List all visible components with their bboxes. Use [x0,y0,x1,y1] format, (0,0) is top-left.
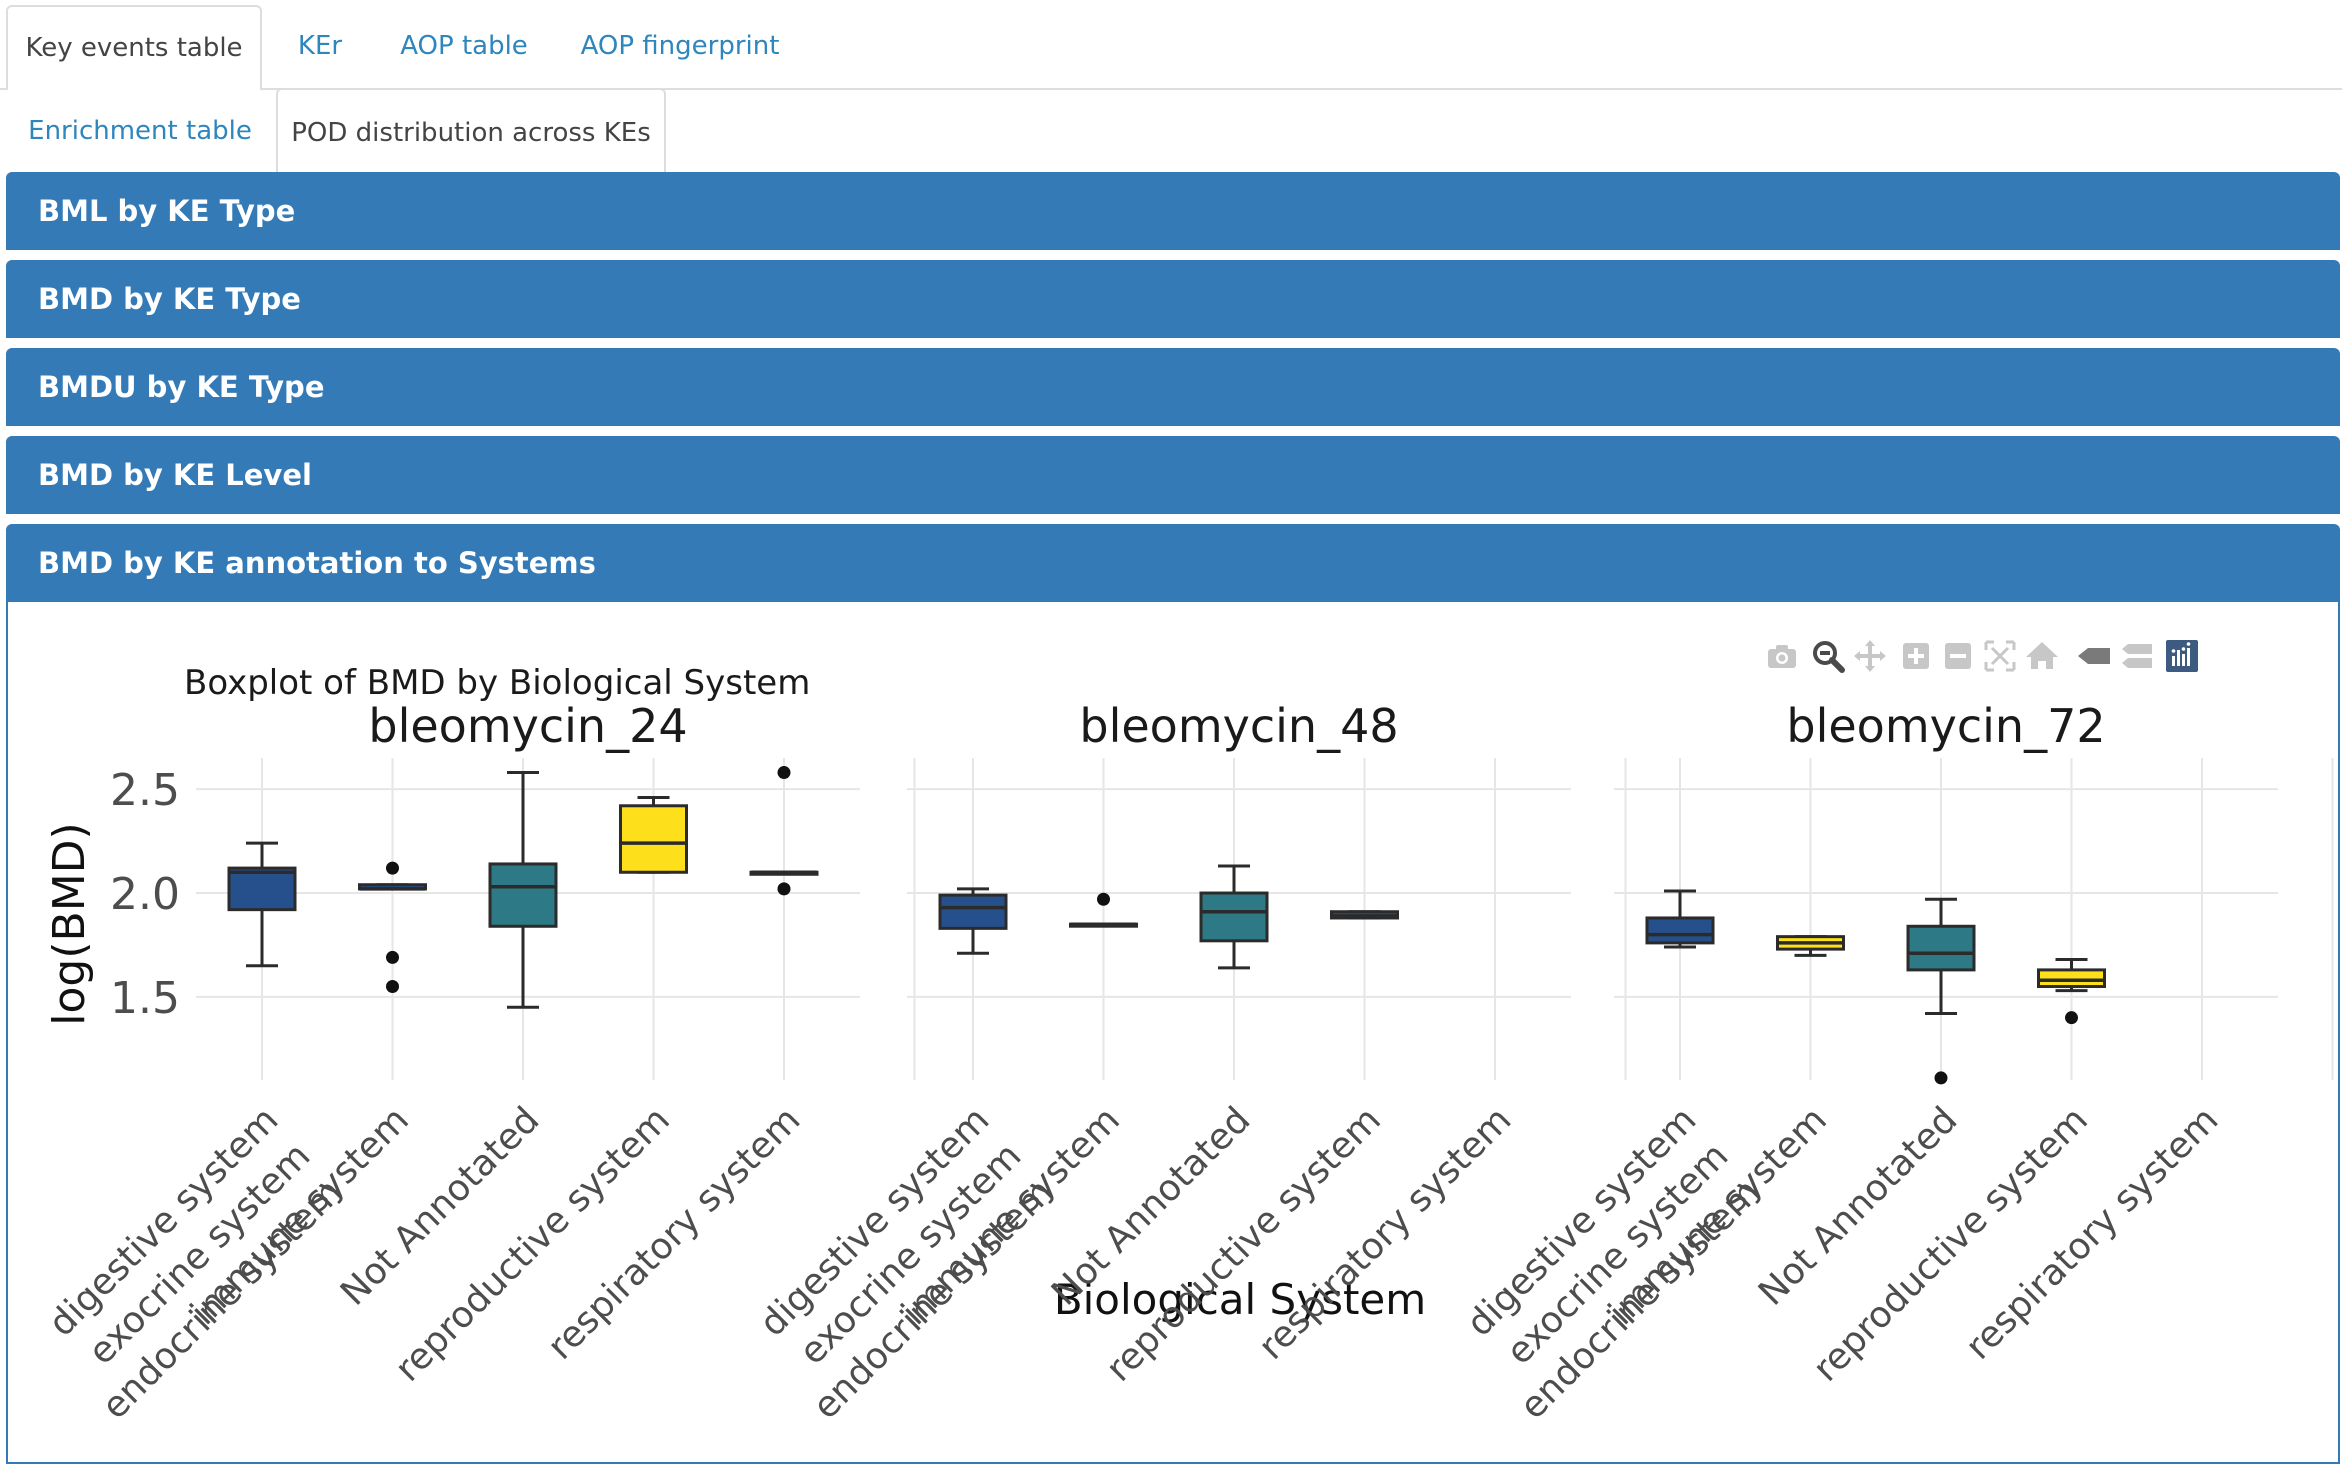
zoom-icon[interactable] [1808,636,1848,676]
tab-ker[interactable]: KEr [297,31,343,61]
tab-key-events-table[interactable]: Key events table [6,5,262,91]
panel-bml-by-ke-type[interactable]: BML by KE Type [6,172,2340,250]
tab-aop-table[interactable]: AOP table [400,31,528,61]
home-icon[interactable] [2022,636,2062,676]
tab-bar-primary: Key events table KEr AOP table AOP finge… [0,0,2342,91]
tab-aop-fingerprint[interactable]: AOP fingerprint [580,31,780,61]
panel-bmd-by-ke-systems[interactable]: BMD by KE annotation to Systems [6,524,2340,602]
tab-pod-distribution[interactable]: POD distribution across KEs [276,88,666,176]
zoom-out-icon[interactable] [1938,636,1978,676]
tab-enrichment-table[interactable]: Enrichment table [28,116,252,146]
zoom-in-icon[interactable] [1896,636,1936,676]
panel-body-systems [6,602,2340,1464]
autoscale-icon[interactable] [1980,636,2020,676]
compare-icon[interactable] [2116,636,2156,676]
spike-icon[interactable] [2074,636,2114,676]
plotly-logo-icon[interactable] [2162,636,2202,676]
panel-bmdu-by-ke-type[interactable]: BMDU by KE Type [6,348,2340,426]
pan-icon[interactable] [1850,636,1890,676]
camera-icon[interactable] [1762,636,1802,676]
tab-bar-secondary: Enrichment table POD distribution across… [0,88,2342,176]
panel-bmd-by-ke-type[interactable]: BMD by KE Type [6,260,2340,338]
panel-bmd-by-ke-level[interactable]: BMD by KE Level [6,436,2340,514]
